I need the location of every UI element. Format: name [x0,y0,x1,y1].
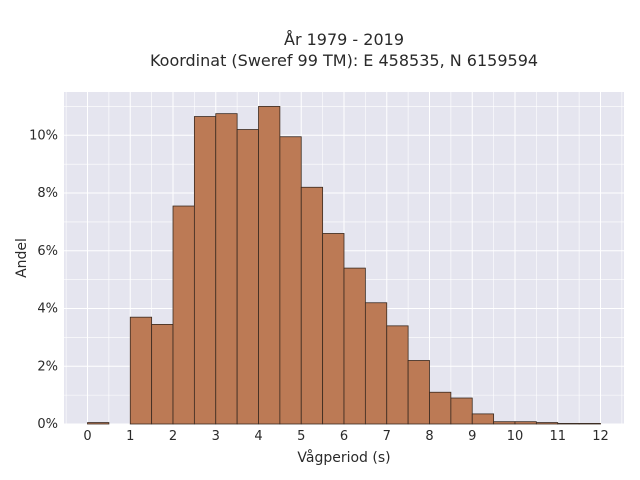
x-axis-ticks: 0 1 2 3 4 5 6 7 8 9 10 11 12 [83,429,608,444]
histogram-bar [215,113,238,425]
x-tick-label: 2 [169,429,177,444]
histogram-bar [471,413,495,425]
y-tick-label: 0% [37,417,58,432]
y-axis-label: Andel [14,238,30,278]
x-tick-label: 5 [297,429,305,444]
x-tick-label: 11 [549,429,566,444]
x-tick-label: 0 [83,429,91,444]
x-tick-label: 3 [212,429,220,444]
histogram-bar [172,205,195,425]
histogram-bar [407,360,430,425]
histogram-bar [557,423,580,425]
y-tick-label: 8% [37,186,58,201]
histogram-bar [151,323,174,425]
y-tick-label: 10% [29,128,58,143]
x-tick-label: 6 [340,429,348,444]
histogram-bar [493,421,516,425]
histogram-bar [258,106,281,425]
histogram-bar [450,397,473,425]
x-tick-label: 7 [383,429,391,444]
x-tick-label: 4 [254,429,262,444]
histogram-bar [514,421,537,425]
x-tick-label: 9 [468,429,476,444]
histogram-bar [193,116,217,425]
histogram-bar [87,422,110,425]
x-axis-label: Vågperiod (s) [297,449,390,466]
y-axis-ticks: 0% 2% 4% 6% 8% 10% [29,128,58,432]
histogram-bar [535,422,559,425]
x-tick-label: 1 [126,429,134,444]
histogram-bar [364,302,388,425]
chart-title-line-1: År 1979 - 2019 [284,30,404,49]
chart-title-line-2: Koordinat (Sweref 99 TM): E 458535, N 61… [150,51,538,70]
histogram-bar [578,423,601,425]
histogram-bar [386,325,409,425]
x-tick-label: 12 [592,429,609,444]
histogram-bar [300,186,324,425]
x-tick-label: 10 [507,429,524,444]
histogram-bar [279,136,302,425]
bars [87,106,601,425]
histogram-bar [429,391,452,425]
histogram-bar [129,316,153,425]
histogram-bar [322,233,345,425]
histogram-bar [236,129,259,425]
histogram-bar [343,267,366,425]
x-tick-label: 8 [425,429,433,444]
y-tick-label: 2% [37,359,58,374]
y-tick-label: 6% [37,244,58,259]
y-tick-label: 4% [37,302,58,317]
